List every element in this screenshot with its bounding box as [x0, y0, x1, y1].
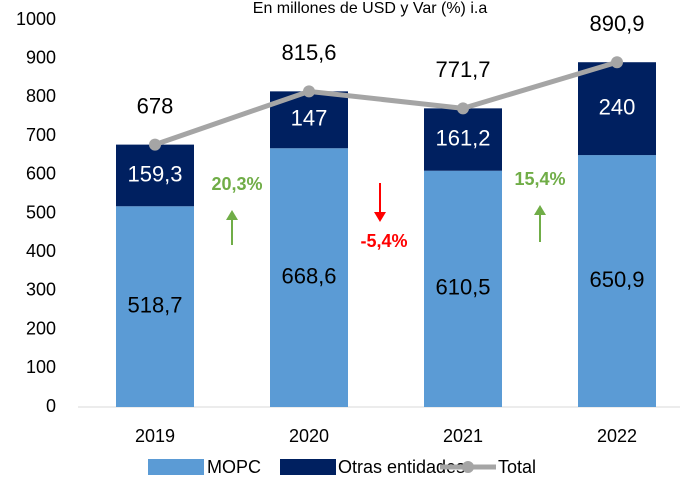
data-label: 147 [291, 106, 328, 131]
bar-segment [424, 170, 502, 407]
bar-segment [270, 148, 348, 407]
data-label: 890,9 [589, 11, 644, 36]
annotation: -5,4% [360, 231, 407, 251]
bar-segment [116, 144, 194, 207]
x-tick-label: 2021 [443, 426, 483, 446]
y-tick-label: 400 [26, 241, 56, 261]
y-tick-label: 800 [26, 86, 56, 106]
annotation-arrowhead [226, 210, 238, 220]
y-tick-label: 700 [26, 125, 56, 145]
data-label: 161,2 [435, 125, 490, 150]
data-label: 815,6 [281, 40, 336, 65]
data-label: 610,5 [435, 275, 490, 300]
data-label: 159,3 [127, 161, 182, 186]
y-tick-label: 600 [26, 164, 56, 184]
y-tick-label: 1000 [16, 9, 56, 29]
chart-subtitle: En millones de USD y Var (%) i.a [253, 0, 488, 17]
total-line [154, 59, 618, 147]
x-tick-label: 2020 [289, 426, 329, 446]
y-tick-label: 500 [26, 202, 56, 222]
legend-swatch [462, 461, 474, 473]
y-tick-label: 0 [46, 396, 56, 416]
total-marker [303, 85, 315, 98]
x-tick-label: 2022 [597, 426, 637, 446]
data-label: 650,9 [589, 267, 644, 292]
y-tick-label: 100 [26, 357, 56, 377]
total-marker [149, 138, 161, 151]
data-label: 678 [137, 93, 174, 118]
legend-label: Total [498, 457, 536, 477]
y-tick-label: 900 [26, 47, 56, 67]
total-marker [457, 102, 469, 115]
annotation: 15,4% [514, 169, 565, 189]
legend-swatch [280, 459, 336, 475]
legend-swatch [148, 459, 204, 475]
total-marker [611, 56, 623, 69]
y-tick-label: 200 [26, 318, 56, 338]
data-label: 518,7 [127, 292, 182, 317]
bar-segment [116, 206, 194, 407]
legend-label: Otras entidades [338, 457, 465, 477]
data-label: 771,7 [435, 57, 490, 82]
bar-segment [578, 62, 656, 156]
bar-segment [424, 108, 502, 171]
annotation-arrowhead [374, 212, 386, 222]
legend-label: MOPC [207, 457, 261, 477]
data-label: 668,6 [281, 263, 336, 288]
y-tick-label: 300 [26, 280, 56, 300]
annotation-arrowhead [534, 205, 546, 215]
annotation: 20,3% [211, 174, 262, 194]
data-label: 240 [599, 94, 636, 119]
bar-segment [578, 155, 656, 407]
x-tick-label: 2019 [135, 426, 175, 446]
